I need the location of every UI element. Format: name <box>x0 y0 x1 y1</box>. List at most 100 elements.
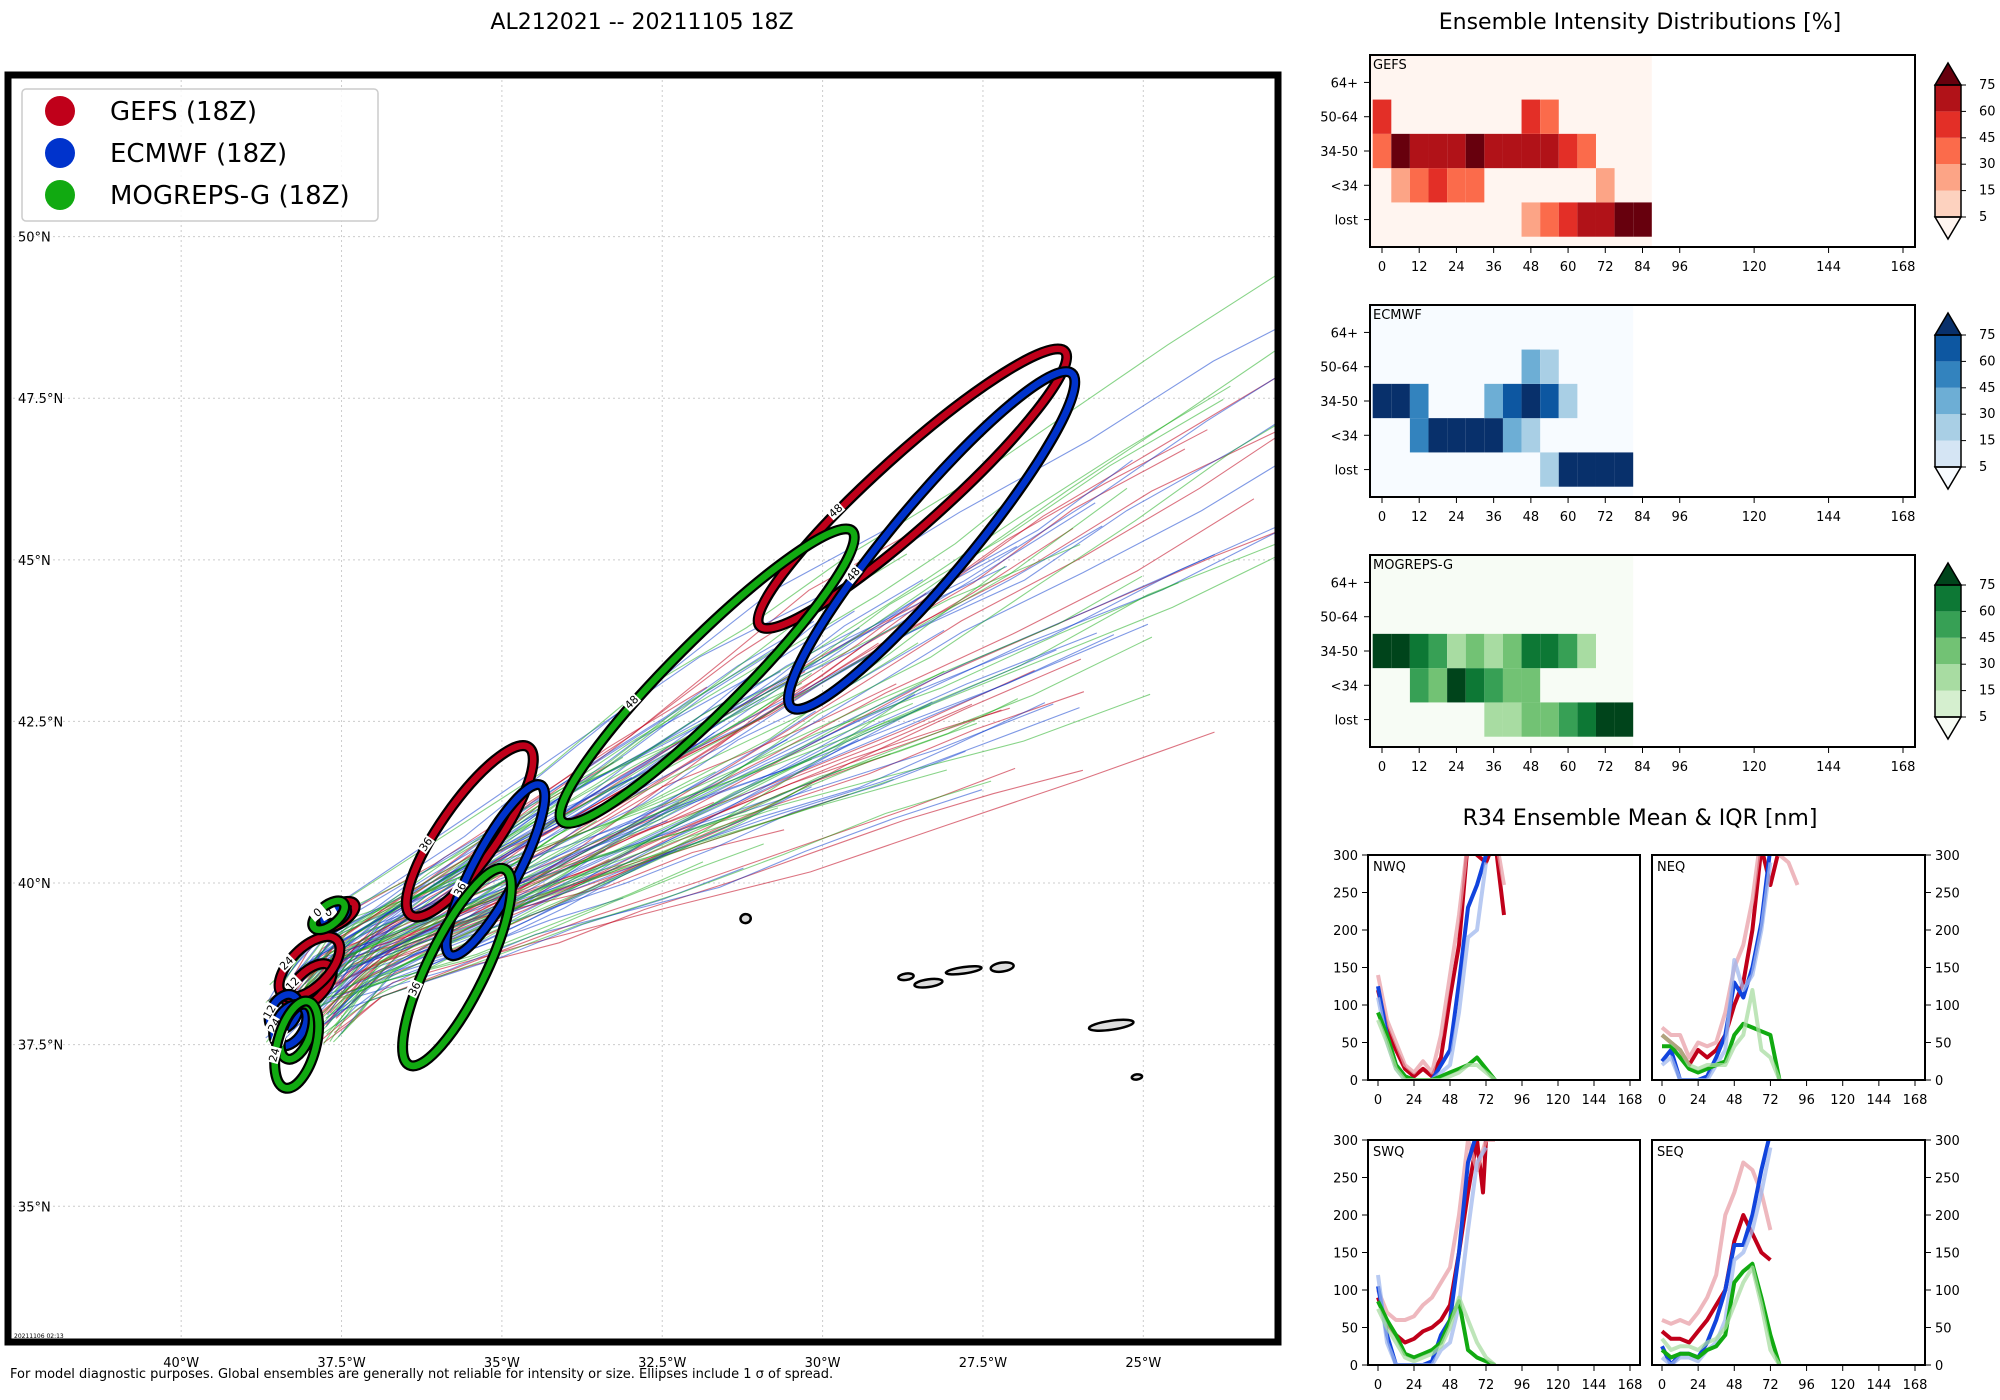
lat-tick-label: 45°N <box>18 554 51 569</box>
heatmap-xtick-label: 36 <box>1485 760 1502 775</box>
island-outline <box>739 912 752 925</box>
heatmap-cell <box>1447 133 1466 169</box>
map-timestamp: 20211106 02:13 <box>14 1333 64 1340</box>
colorbar-tick-label: 15 <box>1979 684 1996 699</box>
heatmap-xtick-label: 144 <box>1816 510 1841 525</box>
island-outline <box>897 972 915 982</box>
colorbar-tick-label: 45 <box>1979 381 1996 396</box>
heatmap-cell <box>1577 133 1596 169</box>
heatmap-cell <box>1465 633 1485 669</box>
colorbar-segment <box>1935 637 1961 665</box>
heatmap-row-label: <34 <box>1331 429 1358 444</box>
colorbar-bottom-arrow <box>1933 216 1963 241</box>
ellipse-mogreps-g-48 <box>556 525 858 827</box>
ellipse-label-bg <box>264 1014 284 1035</box>
heatmap-xtick-label: 48 <box>1523 260 1540 275</box>
colorbar-segment <box>1935 387 1961 415</box>
colorbar-top-arrow <box>1933 311 1963 336</box>
heatmap-xtick-label: 144 <box>1816 260 1841 275</box>
heatmap-cell <box>1409 633 1429 669</box>
heatmap-cell <box>1614 452 1634 487</box>
r34-ytick-label: 50 <box>1935 1037 1952 1052</box>
r34-xtick-label: 0 <box>1658 1378 1666 1393</box>
colorbar-tick-label: 15 <box>1979 434 1996 449</box>
r34-xtick-label: 168 <box>1903 1093 1928 1108</box>
heatmap-cell <box>1614 202 1634 237</box>
heatmap-gefs_intensity: lost <34 34-50 50-64 64+ GEFS 0 12 24 36 48 60 72 84 9… <box>1320 54 1996 275</box>
r34-line-ecmwf-iqr <box>1660 1147 1773 1365</box>
r34-xtick-label: 144 <box>1866 1093 1891 1108</box>
colorbar-tick-label: 60 <box>1979 104 1996 119</box>
footer-note: For model diagnostic purposes. Global en… <box>10 1367 833 1382</box>
r34-xtick-label: 48 <box>1442 1378 1459 1393</box>
r34-ytick-label: 250 <box>1333 1172 1358 1187</box>
ellipse-label-bg <box>449 878 469 900</box>
r34-xtick-label: 72 <box>1478 1378 1495 1393</box>
r34-ytick-label: 250 <box>1333 887 1358 902</box>
heatmap-cell <box>1502 668 1522 703</box>
colorbar-segment <box>1935 85 1961 112</box>
heatmap-cell <box>1577 202 1596 237</box>
ensemble-track-line <box>300 421 1278 998</box>
r34-xtick-label: 0 <box>1374 1378 1382 1393</box>
lat-tick-label: 42.5°N <box>18 715 63 730</box>
heatmap-cell <box>1484 702 1503 737</box>
heatmap-cell <box>1428 418 1448 453</box>
ensemble-track-line <box>333 385 1231 981</box>
colorbar-segment <box>1935 164 1961 191</box>
ellipse-label-bg <box>842 563 863 585</box>
ellipse-gefs-36 <box>403 742 537 921</box>
heatmap-xtick-label: 60 <box>1560 260 1577 275</box>
heatmap-cell <box>1521 133 1541 169</box>
colorbar-tick-label: 5 <box>1979 710 1987 725</box>
heatmap-xtick-label: 36 <box>1485 260 1502 275</box>
r34-xtick-label: 168 <box>1618 1378 1643 1393</box>
heatmap-cell <box>1558 702 1578 737</box>
heatmap-cell <box>1409 168 1429 203</box>
ensemble-track-line <box>321 698 1019 1018</box>
heatmap-cell <box>1391 383 1410 419</box>
heatmap-xtick-label: 168 <box>1891 510 1916 525</box>
r34-xtick-label: 144 <box>1866 1378 1891 1393</box>
colorbar-tick-label: 5 <box>1979 460 1987 475</box>
island-outline <box>913 977 944 989</box>
r34-ytick-label: 200 <box>1333 1209 1358 1224</box>
heatmap-cell <box>1502 702 1522 737</box>
heatmap-cell <box>1447 168 1466 203</box>
r34-background <box>1368 1140 1640 1365</box>
heatmap-xtick-label: 96 <box>1671 260 1688 275</box>
island-outline <box>1130 1073 1144 1081</box>
heatmap-cell <box>1577 452 1596 487</box>
heatmap-cell <box>1428 633 1448 669</box>
heatmap-cell <box>1595 168 1615 203</box>
r34-line-gefs-iqr <box>1376 855 1506 1075</box>
heatmap-cell <box>1521 202 1541 237</box>
r34-series-group <box>1376 1140 1497 1365</box>
r34-xtick-label: 120 <box>1546 1093 1571 1108</box>
heatmap-row-label: lost <box>1335 214 1358 229</box>
r34-ytick-label: 150 <box>1935 962 1960 977</box>
r34-line-mogreps-iqr <box>1660 988 1782 1080</box>
colorbar-tick-label: 60 <box>1979 354 1996 369</box>
r34-ytick-label: 300 <box>1935 1134 1960 1149</box>
heatmap-cell <box>1484 133 1503 169</box>
heatmap-cell <box>1409 418 1429 453</box>
heatmap-xtick-label: 48 <box>1523 760 1540 775</box>
heatmap-cell <box>1502 133 1522 169</box>
heatmap-cell <box>1595 452 1615 487</box>
heatmap-xtick-label: 72 <box>1597 760 1614 775</box>
colorbar-tick-label: 60 <box>1979 604 1996 619</box>
r34-xtick-label: 144 <box>1582 1093 1607 1108</box>
ellipse-label-bg <box>306 901 328 923</box>
heatmap-cell <box>1540 633 1559 669</box>
r34-ytick-label: 200 <box>1333 924 1358 939</box>
ellipse-label-bg <box>281 973 303 994</box>
r34-ytick-label: 100 <box>1333 1284 1358 1299</box>
colorbar-tick-label: 45 <box>1979 131 1996 146</box>
heatmap-cell <box>1558 633 1578 669</box>
r34-xtick-label: 24 <box>1406 1378 1423 1393</box>
ensemble-track-line <box>296 669 1035 1021</box>
heatmap-cell <box>1428 668 1448 703</box>
ensemble-track-line <box>287 527 1074 995</box>
heatmap-cell <box>1540 452 1559 487</box>
